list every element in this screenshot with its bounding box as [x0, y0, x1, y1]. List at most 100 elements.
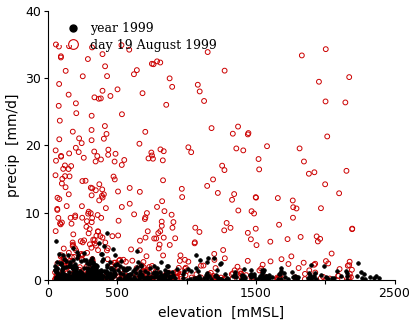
Point	[52, 277, 59, 282]
Point	[75, 277, 82, 282]
Point	[222, 276, 228, 281]
Point	[154, 59, 161, 64]
Point	[150, 156, 156, 161]
Point	[53, 273, 60, 278]
Point	[52, 270, 58, 275]
Point	[218, 260, 224, 266]
Point	[87, 227, 93, 232]
Point	[285, 261, 292, 266]
Point	[146, 277, 153, 282]
Point	[212, 275, 218, 280]
Point	[103, 277, 110, 282]
Point	[74, 273, 81, 278]
Point	[111, 270, 118, 276]
Point	[136, 189, 143, 194]
Point	[349, 226, 356, 231]
Point	[265, 275, 272, 280]
Point	[154, 271, 161, 276]
Point	[92, 159, 99, 164]
Point	[72, 270, 79, 276]
Point	[84, 57, 91, 62]
Point	[173, 270, 179, 275]
Point	[157, 277, 164, 282]
Point	[210, 177, 216, 182]
Point	[160, 274, 167, 280]
Point	[188, 275, 195, 280]
Point	[157, 269, 164, 274]
Point	[69, 254, 75, 260]
Point	[81, 257, 87, 263]
Point	[358, 276, 365, 281]
Point	[108, 272, 114, 278]
Point	[344, 273, 351, 279]
Point	[165, 269, 171, 275]
Point	[87, 185, 94, 190]
Point	[151, 236, 158, 241]
Point	[104, 230, 111, 235]
Point	[73, 111, 79, 116]
Point	[99, 277, 105, 282]
Point	[170, 276, 177, 281]
Point	[146, 277, 152, 282]
Point	[238, 274, 245, 280]
Point	[55, 276, 62, 281]
Point	[68, 163, 74, 169]
Point	[141, 276, 148, 281]
Point	[166, 270, 172, 275]
Point	[95, 274, 102, 280]
Point	[78, 276, 84, 281]
Point	[79, 74, 86, 79]
Point	[196, 89, 203, 94]
Point	[323, 277, 329, 282]
Point	[307, 275, 314, 280]
Point	[223, 220, 230, 226]
Point	[230, 271, 236, 276]
Point	[153, 236, 160, 241]
Point	[73, 265, 79, 270]
Point	[81, 250, 87, 255]
Point	[121, 274, 127, 280]
Point	[118, 259, 125, 264]
Point	[107, 270, 114, 275]
Point	[62, 174, 68, 179]
Point	[72, 101, 79, 106]
Point	[161, 209, 168, 214]
Point	[73, 275, 80, 280]
Point	[89, 259, 96, 265]
Point	[191, 276, 198, 281]
Point	[256, 276, 262, 281]
Point	[96, 277, 102, 282]
Point	[235, 124, 241, 129]
Point	[58, 275, 64, 280]
Point	[65, 261, 72, 266]
Point	[91, 275, 97, 280]
Y-axis label: precip  [mm/d]: precip [mm/d]	[5, 94, 20, 197]
Point	[128, 272, 135, 277]
Point	[214, 275, 220, 280]
Point	[221, 228, 228, 233]
Point	[60, 246, 67, 251]
Point	[293, 206, 300, 211]
Point	[87, 275, 93, 280]
Point	[92, 264, 98, 269]
Point	[59, 220, 65, 225]
Point	[307, 273, 314, 278]
Point	[128, 274, 134, 279]
Point	[158, 219, 165, 224]
Point	[174, 275, 181, 280]
Point	[172, 270, 179, 275]
Point	[83, 274, 90, 280]
Point	[70, 266, 77, 271]
Point	[238, 271, 245, 277]
Point	[245, 230, 251, 235]
Point	[74, 277, 81, 282]
Point	[179, 194, 186, 200]
Point	[73, 248, 79, 253]
Point	[63, 274, 69, 279]
Point	[168, 269, 175, 274]
Point	[221, 256, 228, 261]
Point	[81, 274, 88, 279]
Point	[69, 276, 76, 281]
Point	[76, 272, 83, 277]
Point	[88, 127, 95, 133]
